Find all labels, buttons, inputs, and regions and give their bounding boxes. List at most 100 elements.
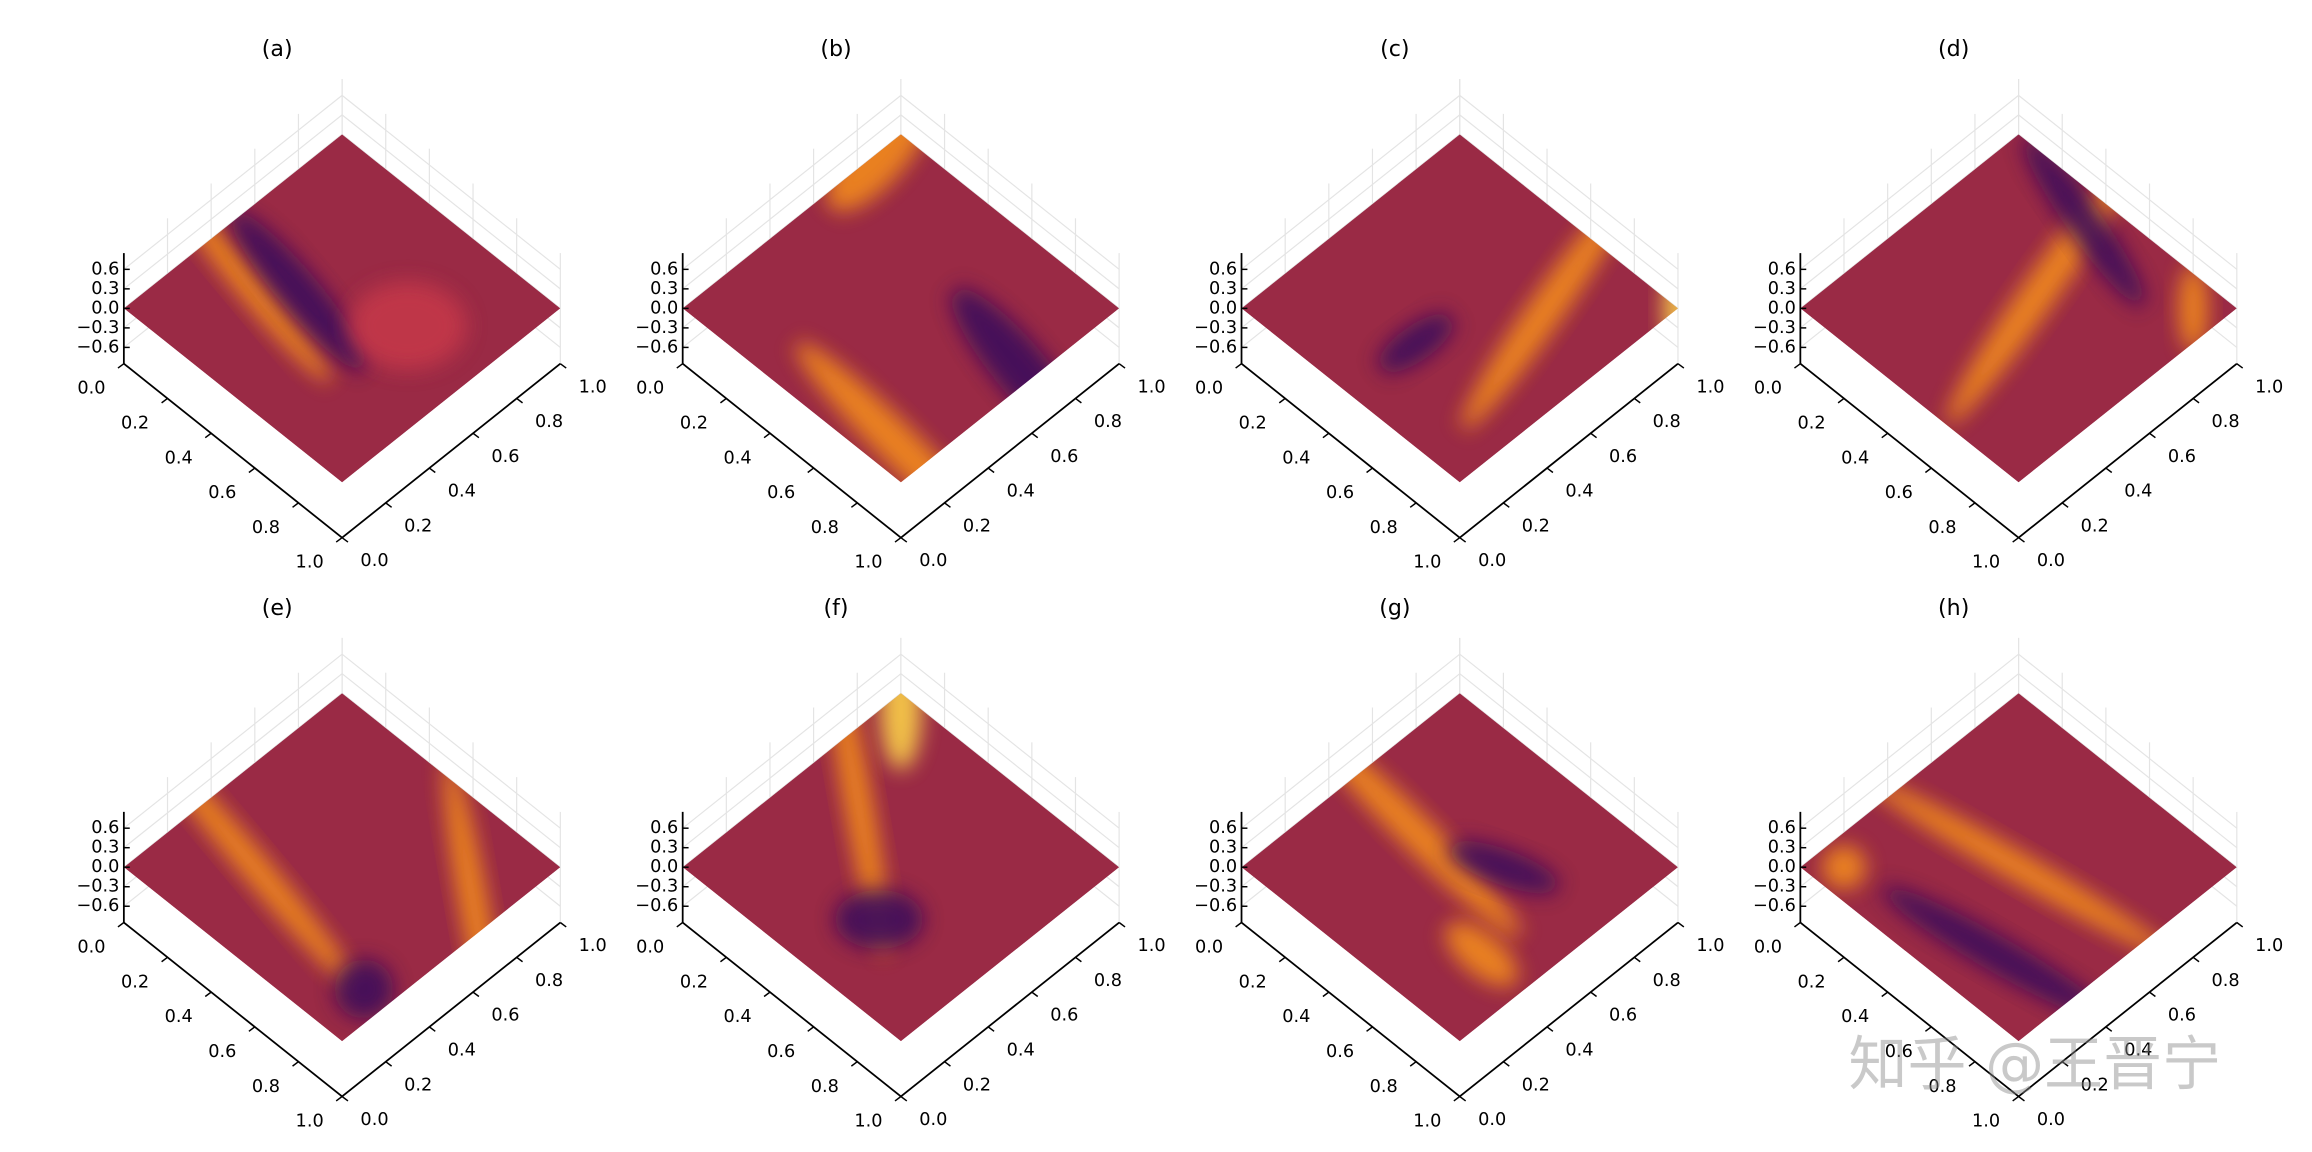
z-tick-label: 0.3 bbox=[650, 279, 678, 299]
z-tick-label: −0.3 bbox=[635, 318, 678, 338]
x-tick bbox=[161, 397, 168, 404]
y-tick-label: 0.4 bbox=[1007, 482, 1035, 502]
x-tick-label: 0.4 bbox=[165, 448, 193, 468]
grid-line bbox=[1241, 94, 1461, 270]
y-tick-label: 1.0 bbox=[1696, 377, 1724, 397]
y-tick bbox=[987, 467, 995, 474]
x-tick-label: 0.8 bbox=[1928, 1077, 1956, 1097]
x-tick bbox=[1794, 921, 1801, 928]
x-tick bbox=[894, 1095, 902, 1102]
y-tick-label: 0.6 bbox=[491, 1006, 519, 1026]
surface-shade bbox=[1445, 921, 1518, 987]
surface-shade bbox=[2178, 264, 2208, 353]
surface-shade bbox=[348, 281, 467, 371]
y-tick-label: 0.4 bbox=[1565, 1040, 1593, 1060]
grid-line bbox=[123, 673, 343, 849]
x-tick bbox=[1235, 921, 1242, 928]
y-tick-label: 0.6 bbox=[1609, 447, 1637, 467]
x-tick bbox=[1453, 1095, 1461, 1102]
y-tick-label: 0.4 bbox=[1565, 482, 1593, 502]
x-axis bbox=[1240, 362, 1461, 539]
y-tick-label: 0.8 bbox=[535, 412, 563, 432]
x-tick-label: 0.8 bbox=[1370, 518, 1398, 538]
watermark: 知乎 @王晋宁 bbox=[1849, 1030, 2222, 1099]
surface bbox=[682, 134, 1120, 483]
y-tick-label: 0.4 bbox=[448, 482, 476, 502]
z-tick-label: −0.3 bbox=[1753, 318, 1796, 338]
y-tick bbox=[1075, 397, 1082, 404]
panel: (e) 0.0 0.2 0.4 0.6 0.8 1.0 0.0 0.2 0.4 0.6 0.8 1.0 −… bbox=[76, 595, 606, 1132]
z-tick-label: −0.6 bbox=[1194, 337, 1237, 357]
y-tick-label: 1.0 bbox=[1138, 936, 1166, 956]
y-axis bbox=[900, 921, 1120, 1098]
surface-shade bbox=[1881, 886, 2113, 1023]
surface-base bbox=[1241, 134, 1678, 483]
z-tick-label: 0.6 bbox=[91, 259, 119, 279]
panel: (a) 0.0 0.2 0.4 0.6 0.8 1.0 0.0 0.2 0.4 0.6 0.8 1.0 −… bbox=[76, 36, 606, 573]
z-tick-label: 0.6 bbox=[91, 818, 119, 838]
surface-shade bbox=[1461, 187, 1633, 430]
grid-line bbox=[900, 653, 1120, 829]
y-tick-label: 1.0 bbox=[2255, 377, 2283, 397]
x-tick-label: 0.2 bbox=[1239, 972, 1267, 992]
x-tick bbox=[1453, 537, 1461, 543]
y-tick-label: 0.2 bbox=[404, 516, 432, 536]
x-tick-label: 0.4 bbox=[1841, 1007, 1869, 1027]
surface bbox=[123, 134, 561, 483]
z-tick-label: −0.3 bbox=[635, 877, 678, 897]
x-tick-label: 0.8 bbox=[1370, 1077, 1398, 1097]
z-tick-label: 0.3 bbox=[650, 838, 678, 858]
y-tick-label: 0.6 bbox=[2168, 1006, 2196, 1026]
surface-shade bbox=[1311, 727, 1522, 938]
x-tick bbox=[1881, 432, 1889, 439]
z-tick-label: 0.3 bbox=[1209, 279, 1237, 299]
x-tick-label: 0.6 bbox=[208, 483, 236, 503]
x-tick bbox=[2012, 537, 2020, 543]
x-tick bbox=[1278, 956, 1286, 963]
y-tick bbox=[1075, 956, 1082, 963]
y-tick bbox=[1546, 1026, 1554, 1032]
x-tick-label: 0.0 bbox=[77, 379, 105, 399]
grid-line bbox=[1459, 673, 1679, 849]
grid-line bbox=[341, 653, 561, 829]
x-tick-label: 0.4 bbox=[1282, 1007, 1310, 1027]
y-tick bbox=[2061, 502, 2069, 508]
y-tick bbox=[1590, 432, 1598, 439]
x-tick-label: 0.0 bbox=[636, 938, 664, 958]
z-tick-label: 0.3 bbox=[1768, 838, 1796, 858]
z-tick-label: 0.3 bbox=[91, 838, 119, 858]
x-tick-label: 0.8 bbox=[252, 518, 280, 538]
z-tick-label: 0.3 bbox=[91, 279, 119, 299]
x-tick bbox=[1235, 363, 1242, 369]
y-tick bbox=[1546, 467, 1554, 474]
z-tick-label: −0.6 bbox=[635, 896, 678, 916]
z-tick-label: −0.3 bbox=[1194, 877, 1237, 897]
x-tick bbox=[204, 432, 212, 439]
x-tick-label: 0.0 bbox=[636, 379, 664, 399]
x-tick-label: 0.2 bbox=[680, 972, 708, 992]
y-tick bbox=[2192, 397, 2200, 404]
z-tick-label: −0.6 bbox=[76, 896, 119, 916]
x-tick bbox=[850, 502, 858, 508]
y-tick-label: 0.2 bbox=[404, 1075, 432, 1095]
x-tick-label: 1.0 bbox=[854, 1112, 882, 1132]
x-axis bbox=[682, 362, 902, 539]
x-axis bbox=[1799, 921, 2020, 1098]
x-tick bbox=[894, 537, 902, 543]
panel: (b) 0.0 0.2 0.4 0.6 0.8 1.0 0.0 0.2 0.4 0.6 0.8 1.0 −… bbox=[635, 36, 1165, 573]
x-tick-label: 0.0 bbox=[1754, 379, 1782, 399]
x-tick bbox=[1278, 397, 1286, 404]
x-tick-label: 0.6 bbox=[1326, 483, 1354, 503]
z-tick-label: 0.0 bbox=[650, 857, 678, 877]
grid-line bbox=[1459, 653, 1679, 829]
y-tick-label: 1.0 bbox=[2255, 936, 2283, 956]
x-tick bbox=[1794, 363, 1801, 369]
surface bbox=[1800, 134, 2237, 483]
y-tick-label: 0.2 bbox=[963, 1075, 991, 1095]
y-tick-label: 0.0 bbox=[1478, 551, 1506, 571]
y-tick bbox=[1118, 921, 1126, 928]
y-tick-label: 0.0 bbox=[919, 1110, 947, 1130]
surface-shade bbox=[230, 210, 367, 372]
x-tick bbox=[719, 397, 727, 404]
grid-line bbox=[1459, 114, 1679, 290]
